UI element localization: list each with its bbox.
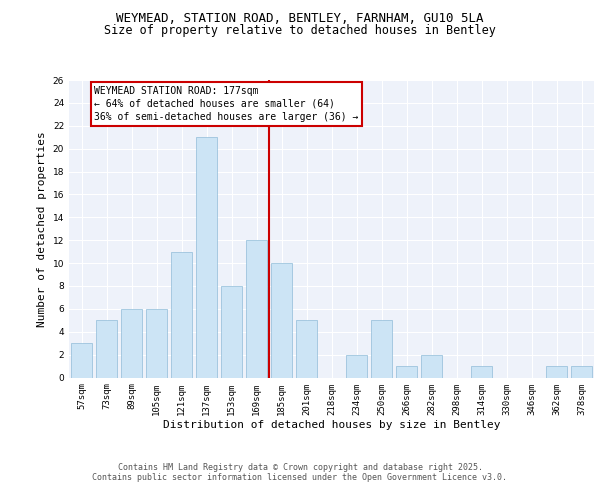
X-axis label: Distribution of detached houses by size in Bentley: Distribution of detached houses by size … [163,420,500,430]
Bar [196,137,217,378]
Bar [271,263,292,378]
Bar [296,320,317,378]
Text: Size of property relative to detached houses in Bentley: Size of property relative to detached ho… [104,24,496,37]
Y-axis label: Number of detached properties: Number of detached properties [37,131,47,326]
Bar [96,320,117,378]
Bar [71,343,92,378]
Bar [571,366,592,378]
Text: WEYMEAD STATION ROAD: 177sqm
← 64% of detached houses are smaller (64)
36% of se: WEYMEAD STATION ROAD: 177sqm ← 64% of de… [94,86,358,122]
Bar [546,366,567,378]
Bar [146,309,167,378]
Text: Contains HM Land Registry data © Crown copyright and database right 2025.: Contains HM Land Registry data © Crown c… [118,462,482,471]
Text: Contains public sector information licensed under the Open Government Licence v3: Contains public sector information licen… [92,474,508,482]
Bar [246,240,267,378]
Bar [371,320,392,378]
Text: WEYMEAD, STATION ROAD, BENTLEY, FARNHAM, GU10 5LA: WEYMEAD, STATION ROAD, BENTLEY, FARNHAM,… [116,12,484,26]
Bar [171,252,192,378]
Bar [121,309,142,378]
Bar [396,366,417,378]
Bar [471,366,492,378]
Bar [346,354,367,378]
Bar [421,354,442,378]
Bar [221,286,242,378]
